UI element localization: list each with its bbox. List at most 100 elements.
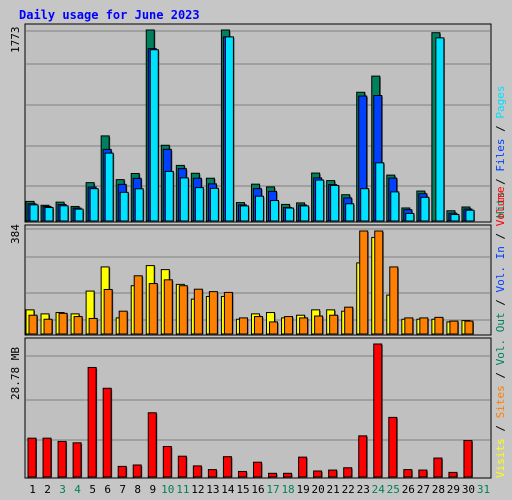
bar-pages-day-25 [390, 191, 400, 222]
bar-sites-day-17 [269, 321, 279, 335]
day-label-11: 11 [176, 483, 189, 496]
bar-pages-day-11 [179, 177, 189, 222]
bottom-max-label: 28.78 MB [9, 347, 22, 400]
day-label-31: 31 [477, 483, 490, 496]
legend-volume: Volume [494, 187, 507, 227]
bar-pages-day-7 [119, 191, 129, 222]
bar-volume-day-15 [237, 470, 247, 478]
bar-sites-day-29 [449, 320, 459, 335]
bar-pages-day-2 [44, 207, 54, 222]
bar-sites-day-30 [464, 320, 474, 335]
bar-sites-day-25 [389, 266, 399, 335]
day-label-12: 12 [191, 483, 204, 496]
day-label-29: 29 [447, 483, 460, 496]
bar-sites-day-6 [103, 288, 113, 335]
day-label-14: 14 [221, 483, 235, 496]
legend-visits: Visits [494, 438, 507, 478]
bar-pages-day-28 [435, 37, 445, 222]
day-label-1: 1 [29, 483, 36, 496]
bar-sites-day-19 [299, 317, 309, 335]
bar-sites-day-20 [314, 315, 324, 335]
bar-sites-day-28 [434, 316, 444, 335]
bar-sites-day-3 [58, 312, 68, 335]
day-label-7: 7 [119, 483, 126, 496]
bar-volume-day-6 [102, 387, 112, 478]
bar-volume-day-16 [252, 461, 262, 478]
bar-sites-day-13 [208, 291, 218, 335]
legend-separator: / [494, 226, 507, 246]
bar-sites-day-24 [374, 230, 384, 335]
day-label-25: 25 [387, 483, 400, 496]
bar-volume-day-10 [162, 445, 172, 478]
bar-sites-day-8 [133, 275, 143, 335]
bar-pages-day-15 [239, 205, 249, 222]
bar-pages-day-18 [285, 207, 295, 222]
day-label-16: 16 [251, 483, 264, 496]
bar-sites-day-18 [284, 316, 294, 335]
bar-pages-day-3 [59, 205, 69, 222]
visits-sites-panel [24, 224, 492, 336]
bar-pages-day-27 [420, 196, 430, 222]
bar-sites-day-26 [404, 317, 414, 335]
bar-volume-day-20 [313, 470, 323, 478]
bar-sites-day-10 [163, 279, 173, 335]
day-label-22: 22 [342, 483, 355, 496]
bar-sites-day-4 [73, 316, 83, 335]
day-label-2: 2 [44, 483, 51, 496]
bar-sites-day-14 [223, 291, 233, 335]
legend-vol-out: Vol. Out [494, 312, 507, 365]
legend-pages: Pages [494, 86, 507, 119]
bar-volume-day-25 [388, 416, 398, 478]
bar-volume-day-12 [192, 465, 202, 478]
legend-vol-in: Vol. In [494, 246, 507, 292]
day-label-19: 19 [296, 483, 309, 496]
bar-volume-day-22 [343, 467, 353, 478]
bar-volume-day-4 [72, 442, 82, 478]
day-label-15: 15 [236, 483, 249, 496]
bar-volume-day-29 [448, 471, 458, 478]
bar-volume-day-30 [463, 439, 473, 478]
day-label-23: 23 [357, 483, 370, 496]
legend-files: Files [494, 139, 507, 172]
bar-volume-day-9 [147, 412, 157, 478]
bar-sites-day-5 [88, 317, 98, 335]
day-label-13: 13 [206, 483, 219, 496]
day-label-3: 3 [59, 483, 66, 496]
bar-pages-day-26 [405, 212, 415, 222]
bar-pages-day-4 [74, 208, 84, 222]
bar-pages-day-30 [465, 209, 475, 222]
bar-volume-day-7 [117, 465, 127, 478]
day-label-17: 17 [266, 483, 279, 496]
bar-volume-day-5 [87, 366, 97, 478]
bar-pages-day-12 [194, 187, 204, 222]
bar-pages-day-5 [89, 188, 99, 222]
bar-sites-day-15 [238, 317, 248, 335]
bar-volume-day-28 [433, 457, 443, 478]
hits-files-pages-panel [24, 23, 492, 223]
bar-sites-day-16 [253, 316, 263, 335]
bar-volume-day-23 [358, 435, 368, 478]
legend-column: Hits / Files / Pages [494, 86, 507, 219]
bar-volume-day-18 [283, 472, 293, 478]
day-label-18: 18 [281, 483, 294, 496]
legend-hits: Hits [494, 192, 507, 219]
bar-pages-day-16 [254, 195, 264, 222]
bar-sites-day-1 [28, 314, 38, 335]
day-label-8: 8 [134, 483, 141, 496]
bar-volume-day-17 [268, 472, 278, 478]
bar-pages-day-21 [330, 184, 340, 222]
bar-sites-day-27 [419, 317, 429, 335]
day-label-5: 5 [89, 483, 96, 496]
bar-sites-day-23 [359, 230, 369, 335]
bar-sites-day-9 [148, 283, 158, 335]
bar-volume-day-2 [42, 437, 52, 478]
day-label-28: 28 [432, 483, 445, 496]
legend-separator: / [494, 418, 507, 438]
bar-pages-day-24 [375, 162, 385, 222]
bar-sites-day-12 [193, 288, 203, 335]
bar-sites-day-7 [118, 310, 128, 335]
bar-volume-day-19 [298, 456, 308, 478]
